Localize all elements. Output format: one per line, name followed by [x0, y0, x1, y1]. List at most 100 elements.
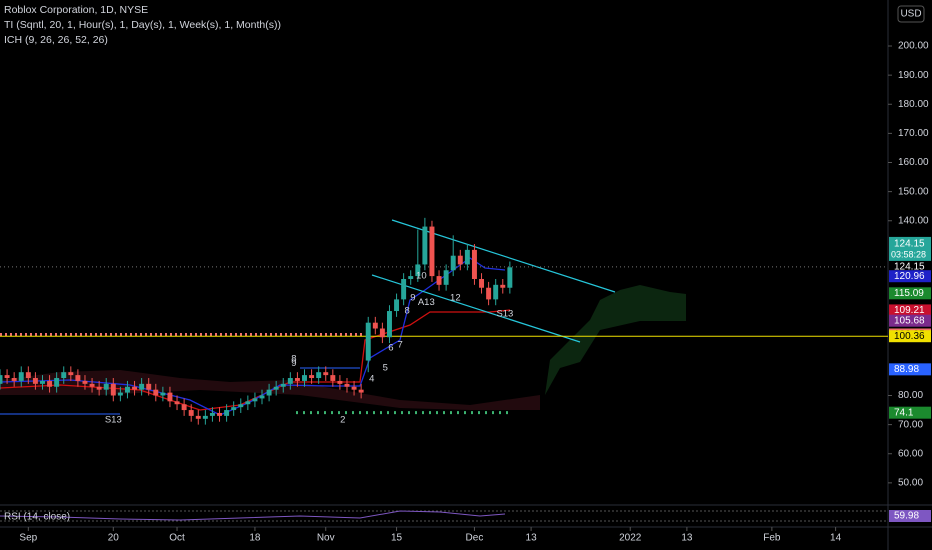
candle-body	[507, 267, 513, 288]
x-tick-label: 14	[830, 533, 842, 544]
y-tick-label: 170.00	[898, 128, 929, 139]
candle-body	[224, 410, 230, 416]
price-label-box	[889, 287, 931, 300]
candle-body	[280, 383, 286, 387]
price-label: 120.96	[894, 271, 925, 282]
candle-body	[479, 279, 485, 288]
candle-body	[68, 372, 74, 376]
candle-body	[188, 410, 194, 416]
sequence-label: A13	[418, 297, 435, 308]
rsi-value-box	[889, 510, 931, 522]
candle-body	[436, 276, 442, 285]
candle-body	[89, 383, 95, 387]
candle-body	[153, 389, 159, 396]
indicator-label: ICH (9, 26, 26, 52, 26)	[4, 34, 108, 46]
price-label-box	[889, 270, 931, 283]
candle-body	[238, 404, 244, 408]
price-label: 115.09	[894, 288, 924, 299]
candle-body	[124, 386, 130, 393]
y-tick-label: 150.00	[898, 186, 929, 197]
y-tick-label: 50.00	[898, 478, 923, 489]
x-tick-label: Oct	[169, 533, 185, 544]
ichimoku-cloud	[545, 285, 686, 395]
price-label: 74.1	[894, 407, 914, 418]
price-label: 124.15	[894, 262, 925, 273]
candle-body	[330, 375, 336, 381]
sequence-label: 5	[383, 362, 388, 373]
candle-body	[379, 328, 385, 338]
y-tick-label: 140.00	[898, 215, 929, 226]
x-tick-label: 13	[526, 533, 538, 544]
price-label-box	[889, 406, 931, 419]
candle-body	[82, 380, 88, 384]
candle-body	[11, 378, 17, 381]
candle-body	[401, 279, 407, 300]
candle-body	[302, 375, 307, 381]
currency-box[interactable]	[897, 5, 925, 23]
candle-body	[139, 383, 145, 390]
y-tick-label: 70.00	[898, 419, 923, 430]
candle-body	[266, 389, 272, 396]
sequence-label: 9	[291, 358, 296, 369]
candle-body	[500, 284, 506, 288]
sequence-label: 8	[405, 306, 410, 317]
x-tick-label: 20	[108, 533, 120, 544]
candle-body	[181, 404, 187, 411]
x-tick-label: Dec	[466, 533, 484, 544]
candle-body	[160, 392, 166, 396]
x-tick-label: Sep	[19, 533, 37, 544]
candle-body	[493, 284, 499, 300]
price-label-box	[889, 314, 931, 327]
candle-body	[365, 322, 371, 361]
candle-body	[202, 415, 208, 419]
candle-body	[323, 372, 329, 376]
candle-body	[316, 372, 322, 379]
candle-body	[167, 392, 173, 402]
currency-label: USD	[900, 9, 921, 20]
candle-body	[457, 255, 463, 265]
candle-body	[294, 378, 300, 381]
candle-body	[209, 412, 215, 416]
candle-body	[471, 249, 477, 280]
candle-body	[273, 386, 279, 390]
price-label: 109.21	[894, 305, 925, 316]
sequence-label: S13	[496, 308, 513, 319]
candle-body	[450, 255, 456, 271]
candle-body	[259, 395, 265, 399]
sequence-label: 12	[450, 292, 461, 303]
indicator-label: TI (Sqntl, 20, 1, Hour(s), 1, Day(s), 1,…	[4, 19, 281, 31]
chart-title: Roblox Corporation, 1D, NYSE	[4, 4, 148, 16]
candle-body	[394, 299, 400, 312]
y-tick-label: 160.00	[898, 157, 929, 168]
price-label-box	[889, 363, 931, 376]
channel-line	[391, 219, 616, 293]
rsi-value: 59.98	[894, 511, 919, 522]
x-tick-label: 2022	[619, 533, 642, 544]
last-price-box	[889, 236, 931, 261]
candle-body	[75, 375, 81, 381]
candle-body	[4, 375, 10, 379]
candle-body	[231, 407, 237, 411]
sequence-label: 2	[340, 414, 345, 425]
candle-body	[422, 226, 428, 265]
price-label-box	[889, 304, 931, 317]
candle-body	[146, 383, 152, 390]
candle-body	[372, 322, 378, 329]
candle-body	[18, 372, 24, 381]
candle-body	[0, 375, 3, 384]
candle-body	[344, 383, 350, 387]
candle-body	[117, 392, 123, 396]
sequence-label: 9	[410, 292, 415, 303]
rsi-label: RSI (14, close)	[4, 512, 70, 523]
x-tick-label: Nov	[317, 533, 335, 544]
candle-body	[217, 412, 222, 416]
price-label-box	[889, 330, 931, 343]
x-tick-label: 18	[249, 533, 261, 544]
candle-body	[103, 383, 109, 390]
price-label: 88.98	[894, 364, 919, 375]
candle-body	[386, 311, 392, 338]
sequence-label: 7	[397, 339, 402, 350]
sequence-label: 4	[369, 373, 374, 384]
rsi-line	[0, 510, 506, 521]
